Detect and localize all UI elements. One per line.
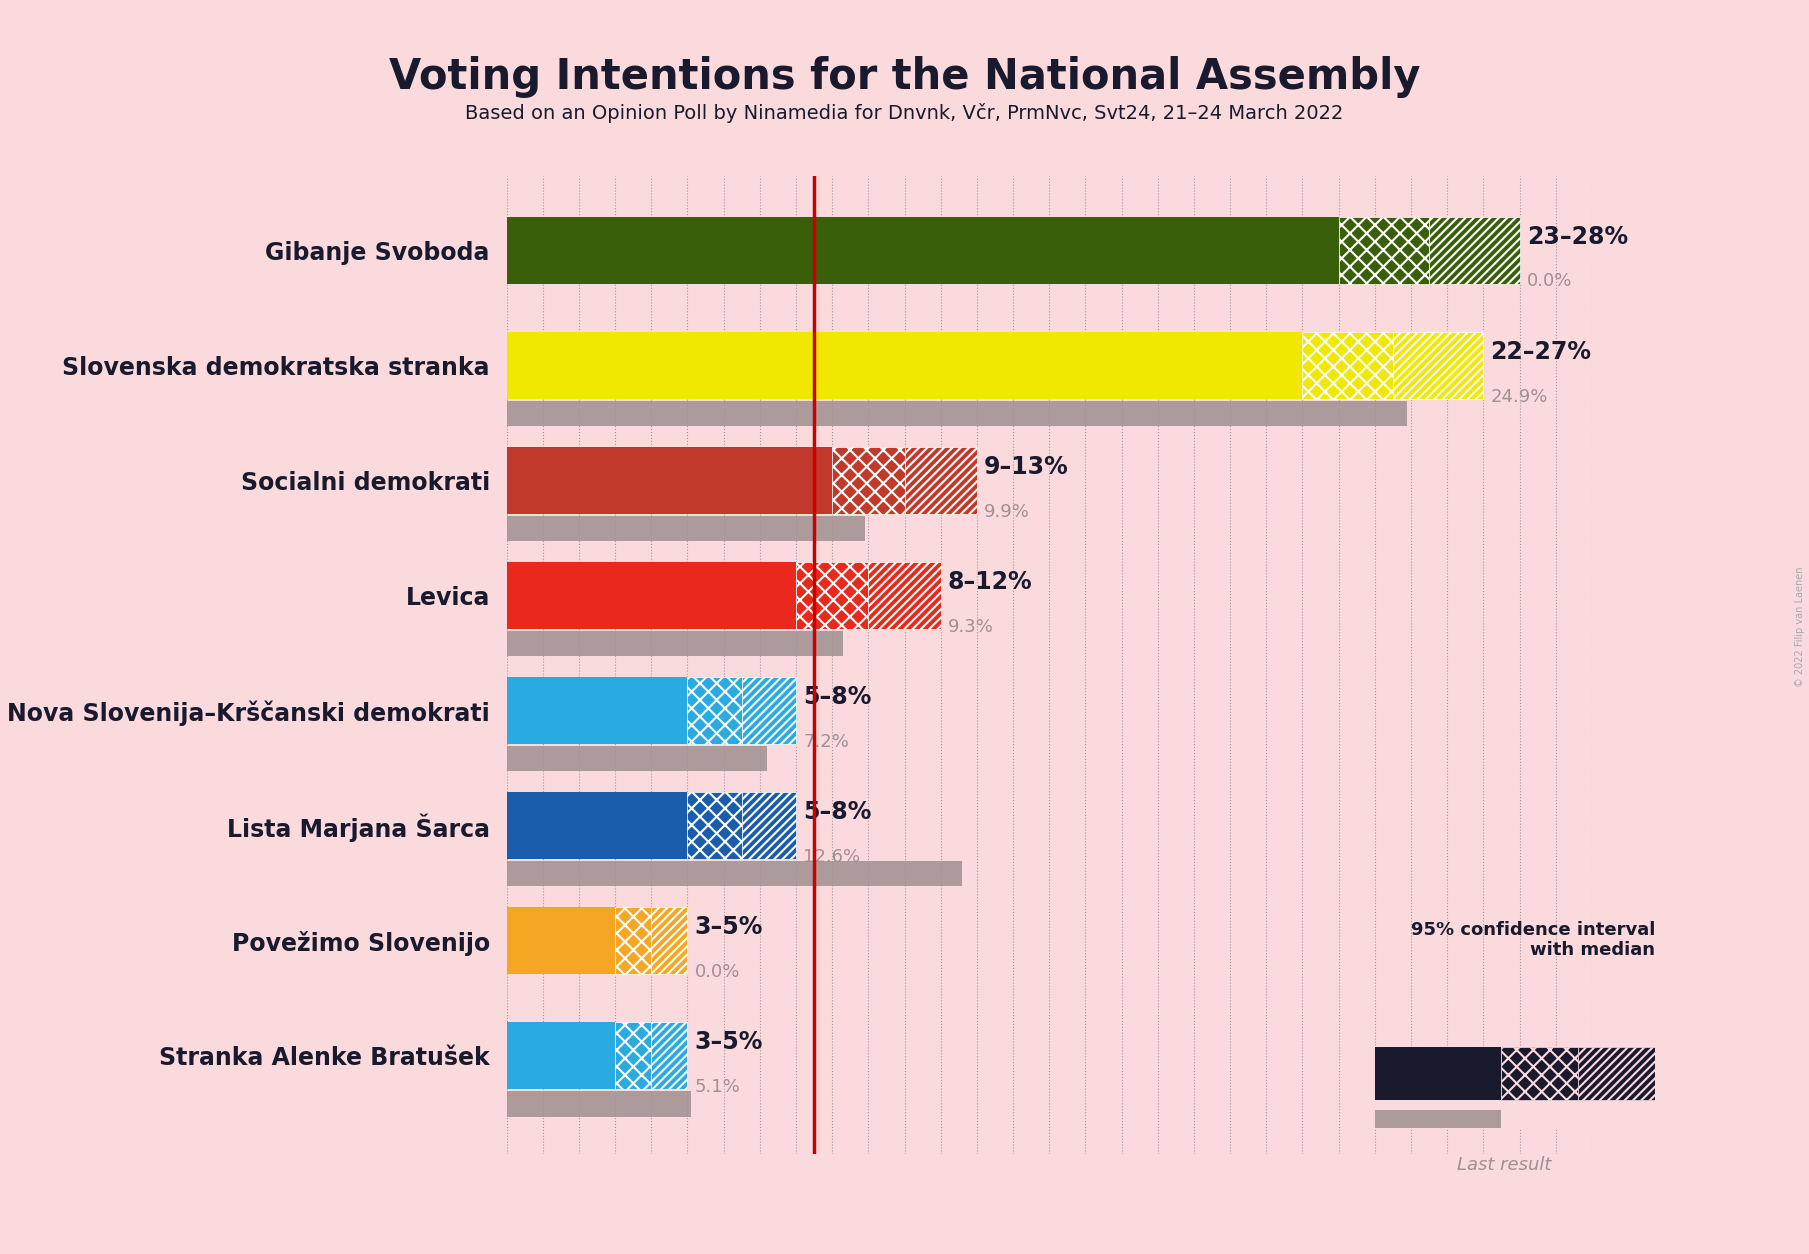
Bar <box>507 332 1302 399</box>
Bar <box>1375 1047 1501 1100</box>
Bar <box>507 908 615 974</box>
Bar <box>1339 217 1429 283</box>
Text: 7.2%: 7.2% <box>803 732 848 751</box>
Bar <box>507 1091 691 1116</box>
Bar <box>742 677 796 744</box>
Text: Last result: Last result <box>1456 1156 1550 1174</box>
Bar <box>651 908 687 974</box>
Bar <box>615 908 651 974</box>
Text: 22–27%: 22–27% <box>1491 340 1592 364</box>
Bar <box>507 1022 615 1090</box>
Text: 12.6%: 12.6% <box>803 848 861 865</box>
Bar <box>507 562 796 630</box>
Text: © 2022 Filip van Laenen: © 2022 Filip van Laenen <box>1795 567 1805 687</box>
Bar <box>507 515 865 542</box>
Text: 9–13%: 9–13% <box>984 455 1069 479</box>
Bar <box>1302 332 1393 399</box>
Text: Based on an Opinion Poll by Ninamedia for Dnvnk, Včr, PrmNvc, Svt24, 21–24 March: Based on an Opinion Poll by Ninamedia fo… <box>465 103 1344 123</box>
Text: 95% confidence interval
with median: 95% confidence interval with median <box>1411 920 1655 959</box>
Bar <box>507 793 687 859</box>
Bar <box>832 448 904 514</box>
Text: 0.0%: 0.0% <box>695 963 740 981</box>
Bar <box>742 793 796 859</box>
Bar <box>687 677 742 744</box>
Bar <box>1501 1047 1577 1100</box>
Text: 3–5%: 3–5% <box>695 915 763 939</box>
Text: 8–12%: 8–12% <box>948 569 1033 593</box>
Text: 23–28%: 23–28% <box>1527 224 1628 248</box>
Bar <box>1393 332 1483 399</box>
Text: 9.3%: 9.3% <box>948 618 993 636</box>
Text: 5–8%: 5–8% <box>803 685 872 709</box>
Bar <box>615 1022 651 1090</box>
Bar <box>1429 217 1520 283</box>
Bar <box>904 448 977 514</box>
Text: 5.1%: 5.1% <box>695 1078 740 1096</box>
Bar <box>507 861 962 887</box>
Bar <box>507 746 767 771</box>
Bar <box>687 793 742 859</box>
Bar <box>1577 1047 1655 1100</box>
Text: 9.9%: 9.9% <box>984 503 1029 520</box>
Text: 5–8%: 5–8% <box>803 800 872 824</box>
Bar <box>507 217 1339 283</box>
Bar <box>868 562 941 630</box>
Text: 0.0%: 0.0% <box>1527 272 1572 291</box>
Bar <box>1375 1110 1501 1127</box>
Bar <box>507 677 687 744</box>
Text: 24.9%: 24.9% <box>1491 387 1549 405</box>
Text: 3–5%: 3–5% <box>695 1030 763 1055</box>
Bar <box>507 448 832 514</box>
Text: Voting Intentions for the National Assembly: Voting Intentions for the National Assem… <box>389 56 1420 98</box>
Bar <box>507 631 843 656</box>
Bar <box>507 401 1407 426</box>
Bar <box>651 1022 687 1090</box>
Bar <box>796 562 868 630</box>
